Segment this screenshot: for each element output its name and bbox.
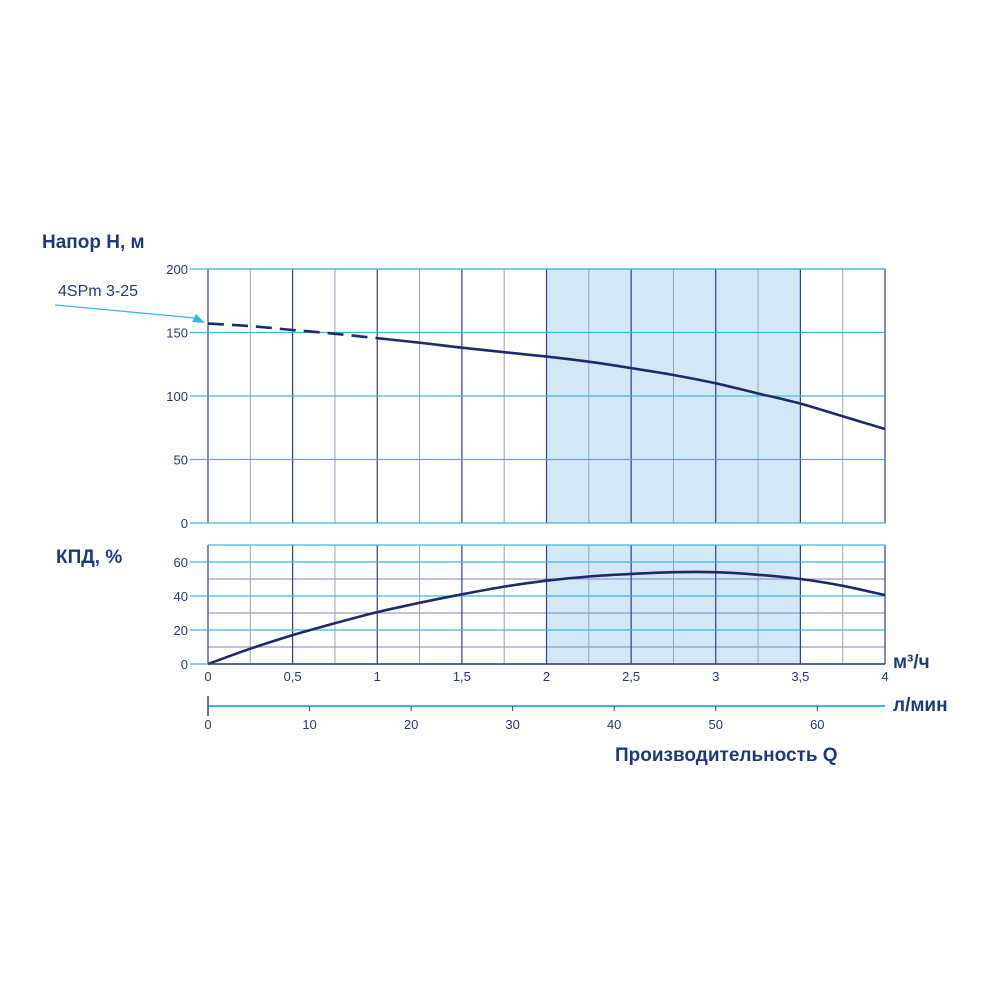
- model-label: 4SPm 3-25: [58, 283, 138, 300]
- x-tick-lmin: 40: [607, 717, 621, 732]
- x-axis-title: Производительность Q: [615, 745, 838, 766]
- y-tick-label: 100: [166, 389, 188, 404]
- y-tick-label: 0: [181, 657, 188, 672]
- x-tick-m3h: 0,5: [284, 669, 302, 684]
- head-panel: 0 50 100 150 200: [166, 262, 886, 531]
- efficiency-curve: [207, 570, 886, 666]
- y-tick-label: 60: [174, 555, 188, 570]
- x-tick-lmin: 10: [302, 717, 316, 732]
- x-tick-m3h: 0: [204, 669, 211, 684]
- y-tick-label: 20: [174, 623, 188, 638]
- x-axis-lmin: 0 10 20 30 40 50 60: [204, 696, 885, 732]
- model-pointer-line: [54, 304, 196, 319]
- x-tick-lmin: 60: [810, 717, 824, 732]
- x-tick-m3h: 4: [881, 669, 888, 684]
- x-tick-m3h: 2: [543, 669, 550, 684]
- head-curve: [377, 336, 886, 431]
- efficiency-axis-title: КПД, %: [56, 547, 122, 568]
- x-tick-lmin: 30: [505, 717, 519, 732]
- x-axis-m3h: 0 0,5 1 1,5 2 2,5 3 3,5 4: [204, 663, 889, 684]
- x-tick-m3h: 1: [374, 669, 381, 684]
- y-tick-label: 150: [166, 326, 188, 341]
- x-tick-m3h: 3: [712, 669, 719, 684]
- x-tick-m3h: 1,5: [453, 669, 471, 684]
- x-axis-m3h-unit: м³/ч: [893, 652, 930, 673]
- x-tick-m3h: 3,5: [791, 669, 809, 684]
- head-axis-title: Напор H, м: [42, 232, 145, 253]
- y-tick-label: 50: [174, 453, 188, 468]
- y-tick-label: 0: [181, 516, 188, 531]
- x-tick-lmin: 20: [404, 717, 418, 732]
- head-curve-dashed: [207, 322, 378, 340]
- y-tick-label: 40: [174, 589, 188, 604]
- x-tick-lmin: 0: [204, 717, 211, 732]
- x-tick-lmin: 50: [709, 717, 723, 732]
- x-tick-m3h: 2,5: [622, 669, 640, 684]
- y-tick-label: 200: [166, 262, 188, 277]
- x-axis-lmin-unit: л/мин: [893, 695, 948, 716]
- model-pointer-arrow-icon: [192, 314, 205, 323]
- efficiency-panel: 0 20 40 60: [174, 544, 886, 672]
